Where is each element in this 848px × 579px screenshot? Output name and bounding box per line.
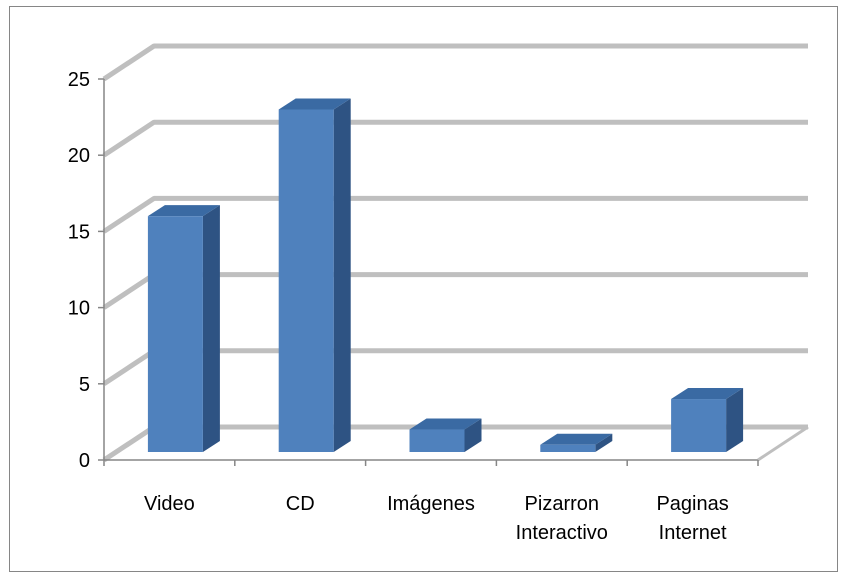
bar [279,98,351,452]
x-tick-label: CD [286,493,315,515]
bar-front [148,216,203,452]
y-tick-label-25: 25 [68,69,90,91]
bar-side [726,388,743,452]
bar-front [279,109,334,452]
bar [148,205,220,452]
bar [540,434,612,452]
gridline-20 [104,122,808,155]
floor-right-edge [758,427,808,460]
bar-side [203,205,220,452]
bar-front [540,445,595,452]
bar-front [671,399,726,452]
bar-front [410,430,465,452]
bar [671,388,743,452]
y-tick-label-15: 15 [68,221,90,243]
gridline-25 [104,46,808,79]
y-tick-label-20: 20 [68,145,90,167]
x-tick-label: Video [144,493,195,515]
x-tick-label: Imágenes [387,493,475,515]
bar-side [334,98,351,452]
y-tick-label-5: 5 [79,374,90,396]
y-axis: 0 5 10 15 20 25 [68,69,104,472]
y-tick-label-0: 0 [79,450,90,472]
y-tick-label-10: 10 [68,298,90,320]
bar [410,419,482,452]
x-tick-label: Paginas Internet [656,493,728,544]
x-tick-label: Pizarron Interactivo [516,493,608,544]
